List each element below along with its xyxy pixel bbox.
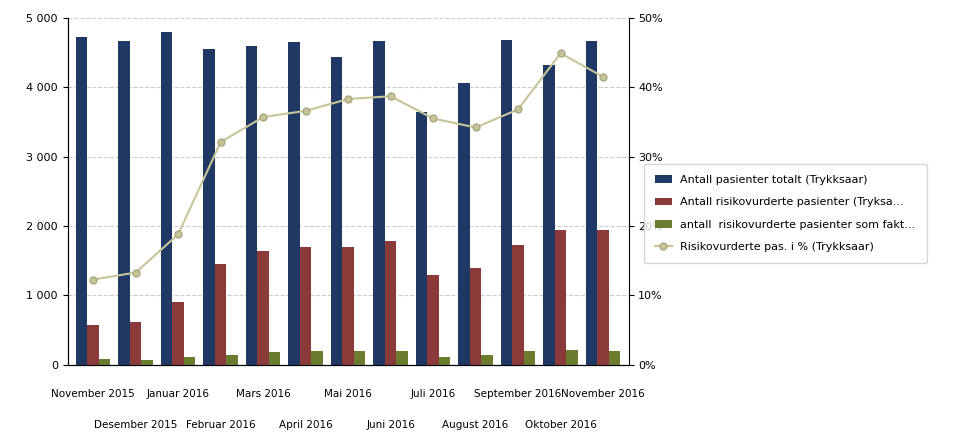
Bar	[427, 275, 439, 365]
Risikovurderte pas. i % (Trykksaar)	[215, 139, 226, 145]
Bar	[311, 351, 323, 365]
Bar	[385, 241, 396, 365]
Text: November 2015: November 2015	[51, 389, 135, 399]
Risikovurderte pas. i % (Trykksaar)	[257, 114, 269, 120]
Risikovurderte pas. i % (Trykksaar)	[385, 93, 396, 99]
Bar	[257, 251, 269, 365]
Text: Februar 2016: Februar 2016	[186, 421, 255, 430]
Bar	[439, 357, 451, 365]
Text: Desember 2015: Desember 2015	[94, 421, 177, 430]
Text: August 2016: August 2016	[443, 421, 509, 430]
Bar	[184, 357, 195, 365]
Bar	[119, 41, 130, 365]
Bar	[567, 350, 577, 365]
Risikovurderte pas. i % (Trykksaar)	[427, 116, 439, 121]
Bar	[300, 247, 311, 365]
Bar	[203, 49, 215, 365]
Text: Oktober 2016: Oktober 2016	[525, 421, 597, 430]
Risikovurderte pas. i % (Trykksaar)	[130, 270, 141, 275]
Risikovurderte pas. i % (Trykksaar)	[342, 97, 354, 102]
Bar	[269, 352, 280, 365]
Text: Januar 2016: Januar 2016	[147, 389, 210, 399]
Risikovurderte pas. i % (Trykksaar)	[598, 74, 609, 80]
Bar	[513, 246, 524, 365]
Bar	[99, 360, 110, 365]
Bar	[331, 57, 342, 365]
Line: Risikovurderte pas. i % (Trykksaar): Risikovurderte pas. i % (Trykksaar)	[90, 50, 606, 283]
Bar	[482, 355, 493, 365]
Bar	[555, 230, 567, 365]
Text: Mars 2016: Mars 2016	[236, 389, 290, 399]
Text: November 2016: November 2016	[561, 389, 645, 399]
Risikovurderte pas. i % (Trykksaar)	[87, 277, 99, 282]
Bar	[342, 247, 354, 365]
Risikovurderte pas. i % (Trykksaar)	[300, 108, 311, 113]
Text: Juli 2016: Juli 2016	[410, 389, 455, 399]
Legend: Antall pasienter totalt (Trykksaar), Antall risikovurderte pasienter (Tryksa...,: Antall pasienter totalt (Trykksaar), Ant…	[644, 164, 926, 263]
Bar	[543, 65, 555, 365]
Risikovurderte pas. i % (Trykksaar)	[470, 125, 482, 130]
Bar	[586, 40, 598, 365]
Bar	[501, 40, 513, 365]
Bar	[226, 355, 238, 365]
Bar	[215, 263, 226, 365]
Bar	[172, 303, 184, 365]
Bar	[598, 230, 609, 365]
Bar	[373, 41, 385, 365]
Bar	[470, 268, 482, 365]
Bar	[396, 351, 408, 365]
Text: September 2016: September 2016	[475, 389, 562, 399]
Risikovurderte pas. i % (Trykksaar)	[172, 232, 184, 237]
Risikovurderte pas. i % (Trykksaar)	[555, 51, 567, 56]
Bar	[161, 32, 172, 365]
Bar	[87, 325, 99, 365]
Bar	[130, 322, 141, 365]
Text: April 2016: April 2016	[278, 421, 333, 430]
Text: Juni 2016: Juni 2016	[366, 421, 415, 430]
Bar	[246, 45, 257, 365]
Bar	[458, 83, 470, 365]
Bar	[288, 42, 300, 365]
Bar	[416, 112, 427, 365]
Bar	[354, 351, 366, 365]
Bar	[76, 37, 87, 365]
Risikovurderte pas. i % (Trykksaar)	[513, 107, 524, 112]
Bar	[141, 360, 153, 365]
Bar	[609, 351, 620, 365]
Text: Mai 2016: Mai 2016	[324, 389, 372, 399]
Bar	[524, 351, 536, 365]
